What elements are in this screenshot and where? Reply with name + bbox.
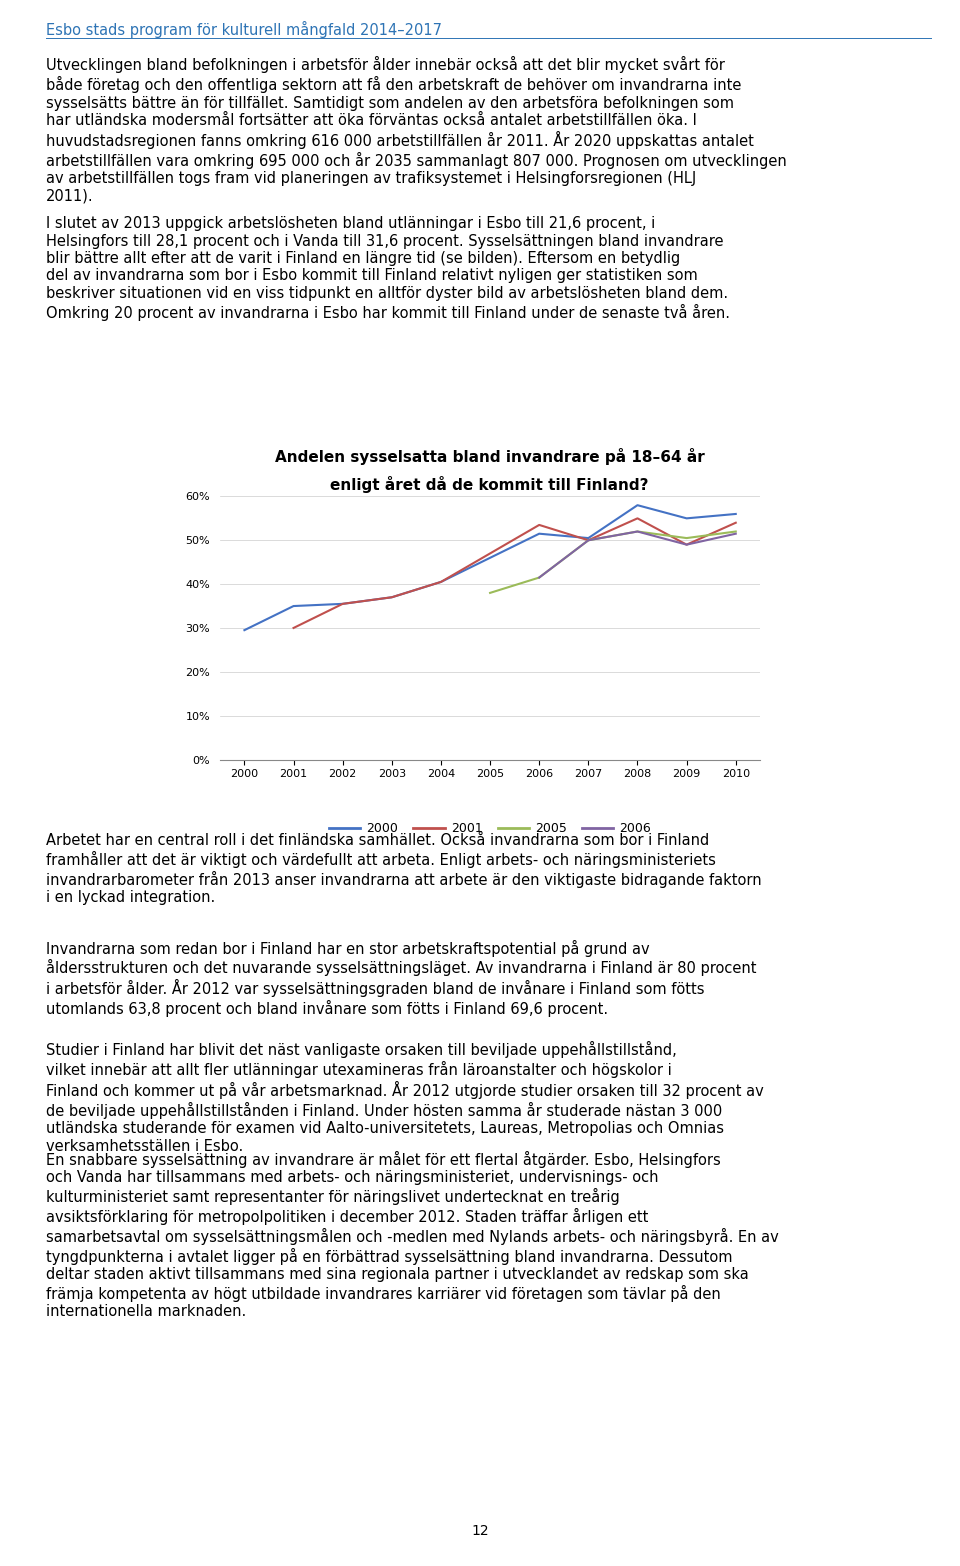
Text: Arbetet har en central roll i det finländska samhället. Också invandrarna som bo: Arbetet har en central roll i det finlän… [46, 833, 761, 905]
Text: Utvecklingen bland befolkningen i arbetsför ålder innebär också att det blir myc: Utvecklingen bland befolkningen i arbets… [46, 56, 787, 204]
Text: 12: 12 [471, 1524, 489, 1538]
Text: enligt året då de kommit till Finland?: enligt året då de kommit till Finland? [330, 476, 649, 493]
Text: Esbo stads program för kulturell mångfald 2014–2017: Esbo stads program för kulturell mångfal… [46, 20, 442, 38]
Legend: 2000, 2001, 2005, 2006: 2000, 2001, 2005, 2006 [324, 817, 657, 839]
Text: Invandrarna som redan bor i Finland har en stor arbetskraftspotential på grund a: Invandrarna som redan bor i Finland har … [46, 940, 756, 1018]
Text: Andelen sysselsatta bland invandrare på 18–64 år: Andelen sysselsatta bland invandrare på … [275, 448, 705, 465]
Text: I slutet av 2013 uppgick arbetslösheten bland utlänningar i Esbo till 21,6 proce: I slutet av 2013 uppgick arbetslösheten … [46, 216, 731, 321]
Text: En snabbare sysselsättning av invandrare är målet för ett flertal åtgärder. Esbo: En snabbare sysselsättning av invandrare… [46, 1151, 779, 1319]
Text: Studier i Finland har blivit det näst vanligaste orsaken till beviljade uppehåll: Studier i Finland har blivit det näst va… [46, 1041, 764, 1154]
